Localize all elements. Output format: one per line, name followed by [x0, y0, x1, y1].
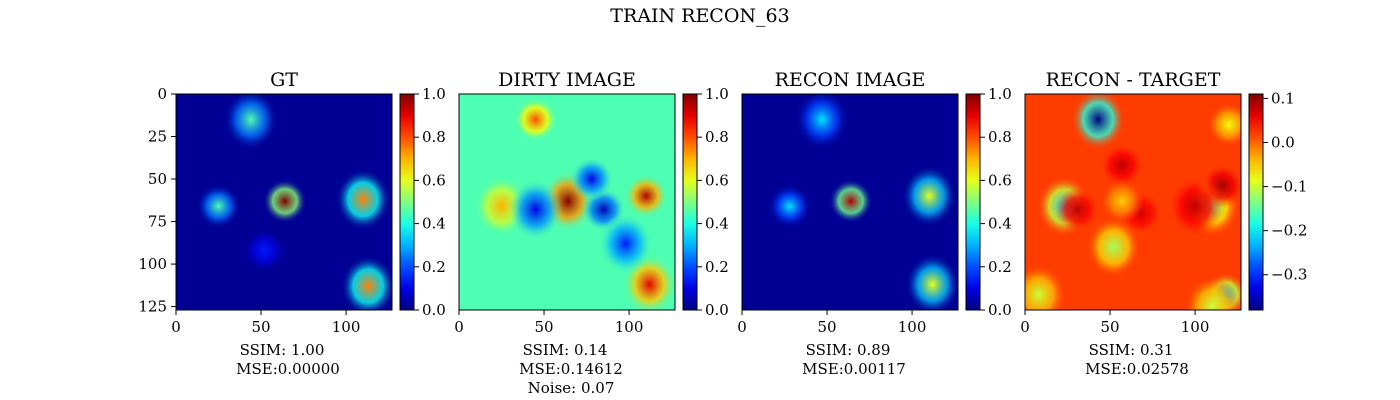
colorbar-tick-label: 0.8	[705, 128, 729, 146]
panel-caption: MSE:0.00000	[236, 360, 340, 378]
heatmap-blob	[901, 165, 957, 227]
panel-caption: SSIM: 0.31	[1089, 341, 1174, 359]
panel-caption: MSE:0.00117	[802, 360, 906, 378]
colorbar	[682, 93, 698, 311]
heatmap-blob	[223, 94, 279, 151]
x-tick-label: 50	[817, 318, 836, 336]
colorbar-tick-label: 0.8	[422, 128, 446, 146]
y-tick-label: 75	[148, 213, 167, 231]
x-tick-label: 100	[615, 318, 644, 336]
heatmap-blob	[196, 184, 241, 229]
heatmap-blob	[1206, 102, 1241, 147]
panel-caption: SSIM: 0.14	[523, 341, 608, 359]
heatmap-blob	[569, 156, 614, 202]
heatmap-blob	[1099, 179, 1145, 224]
colorbar-tick-label: 0.4	[988, 215, 1012, 233]
panel-title: RECON - TARGET	[1046, 69, 1221, 91]
panel-frame	[1024, 93, 1242, 311]
panel-frame	[741, 93, 959, 311]
colorbar	[965, 93, 981, 311]
heatmap-p0	[176, 94, 392, 310]
heatmap-blob	[1025, 264, 1066, 310]
heatmap-blob	[623, 173, 669, 219]
x-tick-label: 0	[171, 318, 181, 336]
panel-frame	[175, 93, 393, 311]
panel-caption: SSIM: 0.89	[806, 341, 891, 359]
colorbar	[1248, 93, 1264, 311]
x-tick-label: 100	[1181, 318, 1210, 336]
colorbar-tick-label: 1.0	[705, 85, 729, 103]
colorbar-tick-label: −0.3	[1271, 266, 1307, 284]
x-tick-label: 0	[454, 318, 464, 336]
heatmap-blob	[513, 97, 558, 142]
y-tick-label: 125	[138, 298, 167, 316]
heatmap-blob	[794, 94, 850, 151]
colorbar-tick-label: 0.4	[422, 215, 446, 233]
heatmap-blob	[340, 255, 392, 310]
colorbar-tick-label: 0.0	[1271, 133, 1295, 151]
x-tick-label: 50	[534, 318, 553, 336]
panel-caption: MSE:0.14612	[519, 360, 623, 378]
panel-caption: Noise: 0.07	[528, 379, 615, 397]
heatmap-p2	[742, 94, 958, 310]
heatmap-blob	[598, 213, 653, 275]
colorbar	[399, 93, 415, 311]
colorbar-tick-label: 0.8	[988, 128, 1012, 146]
heatmap-blob	[1167, 175, 1223, 237]
y-tick-label: 100	[138, 255, 167, 273]
figure-title: TRAIN RECON_63	[610, 5, 789, 27]
colorbar-tick-label: 0.6	[422, 171, 446, 189]
panel-frame	[458, 93, 676, 311]
colorbar-tick-label: 0.4	[705, 215, 729, 233]
heatmap-blob	[905, 253, 958, 310]
colorbar-tick-label: 0.6	[705, 171, 729, 189]
panel-caption: MSE:0.02578	[1085, 360, 1189, 378]
heatmap-blob	[242, 228, 287, 273]
heatmap-blob	[508, 179, 563, 241]
heatmap-blob	[1086, 216, 1141, 278]
heatmap-p3	[1025, 94, 1241, 310]
colorbar-tick-label: 1.0	[988, 85, 1012, 103]
heatmap-blob	[262, 179, 307, 224]
colorbar-tick-label: 0.0	[422, 301, 446, 319]
colorbar-tick-label: −0.2	[1271, 222, 1307, 240]
panel-caption: SSIM: 1.00	[240, 341, 325, 359]
heatmap-blob	[828, 179, 873, 224]
heatmap-blob	[1055, 187, 1100, 232]
heatmap-blob	[335, 168, 391, 231]
heatmap-blob	[1099, 143, 1145, 188]
colorbar-tick-label: 0.2	[705, 258, 729, 276]
colorbar-tick-label: 0.2	[422, 258, 446, 276]
x-tick-label: 50	[251, 318, 270, 336]
colorbar-tick-label: 1.0	[422, 85, 446, 103]
x-tick-label: 100	[898, 318, 927, 336]
y-tick-label: 25	[148, 128, 167, 146]
heatmap-p1	[459, 94, 675, 310]
heatmap-blob	[767, 184, 812, 229]
colorbar-tick-label: 0.0	[705, 301, 729, 319]
panel-title: DIRTY IMAGE	[498, 69, 636, 91]
heatmap-blob	[1184, 275, 1240, 310]
x-tick-label: 0	[737, 318, 747, 336]
x-tick-label: 0	[1020, 318, 1030, 336]
panel-title: GT	[270, 69, 298, 91]
colorbar-tick-label: 0.6	[988, 171, 1012, 189]
panel-title: RECON IMAGE	[775, 69, 926, 91]
x-tick-label: 50	[1100, 318, 1119, 336]
colorbar-tick-label: 0.2	[988, 258, 1012, 276]
colorbar-tick-label: 0.0	[988, 301, 1012, 319]
colorbar-tick-label: −0.1	[1271, 178, 1307, 196]
y-tick-label: 0	[157, 85, 167, 103]
x-tick-label: 100	[332, 318, 361, 336]
y-tick-label: 50	[148, 170, 167, 188]
heatmap-blob	[1070, 94, 1126, 151]
colorbar-tick-label: 0.1	[1271, 89, 1295, 107]
